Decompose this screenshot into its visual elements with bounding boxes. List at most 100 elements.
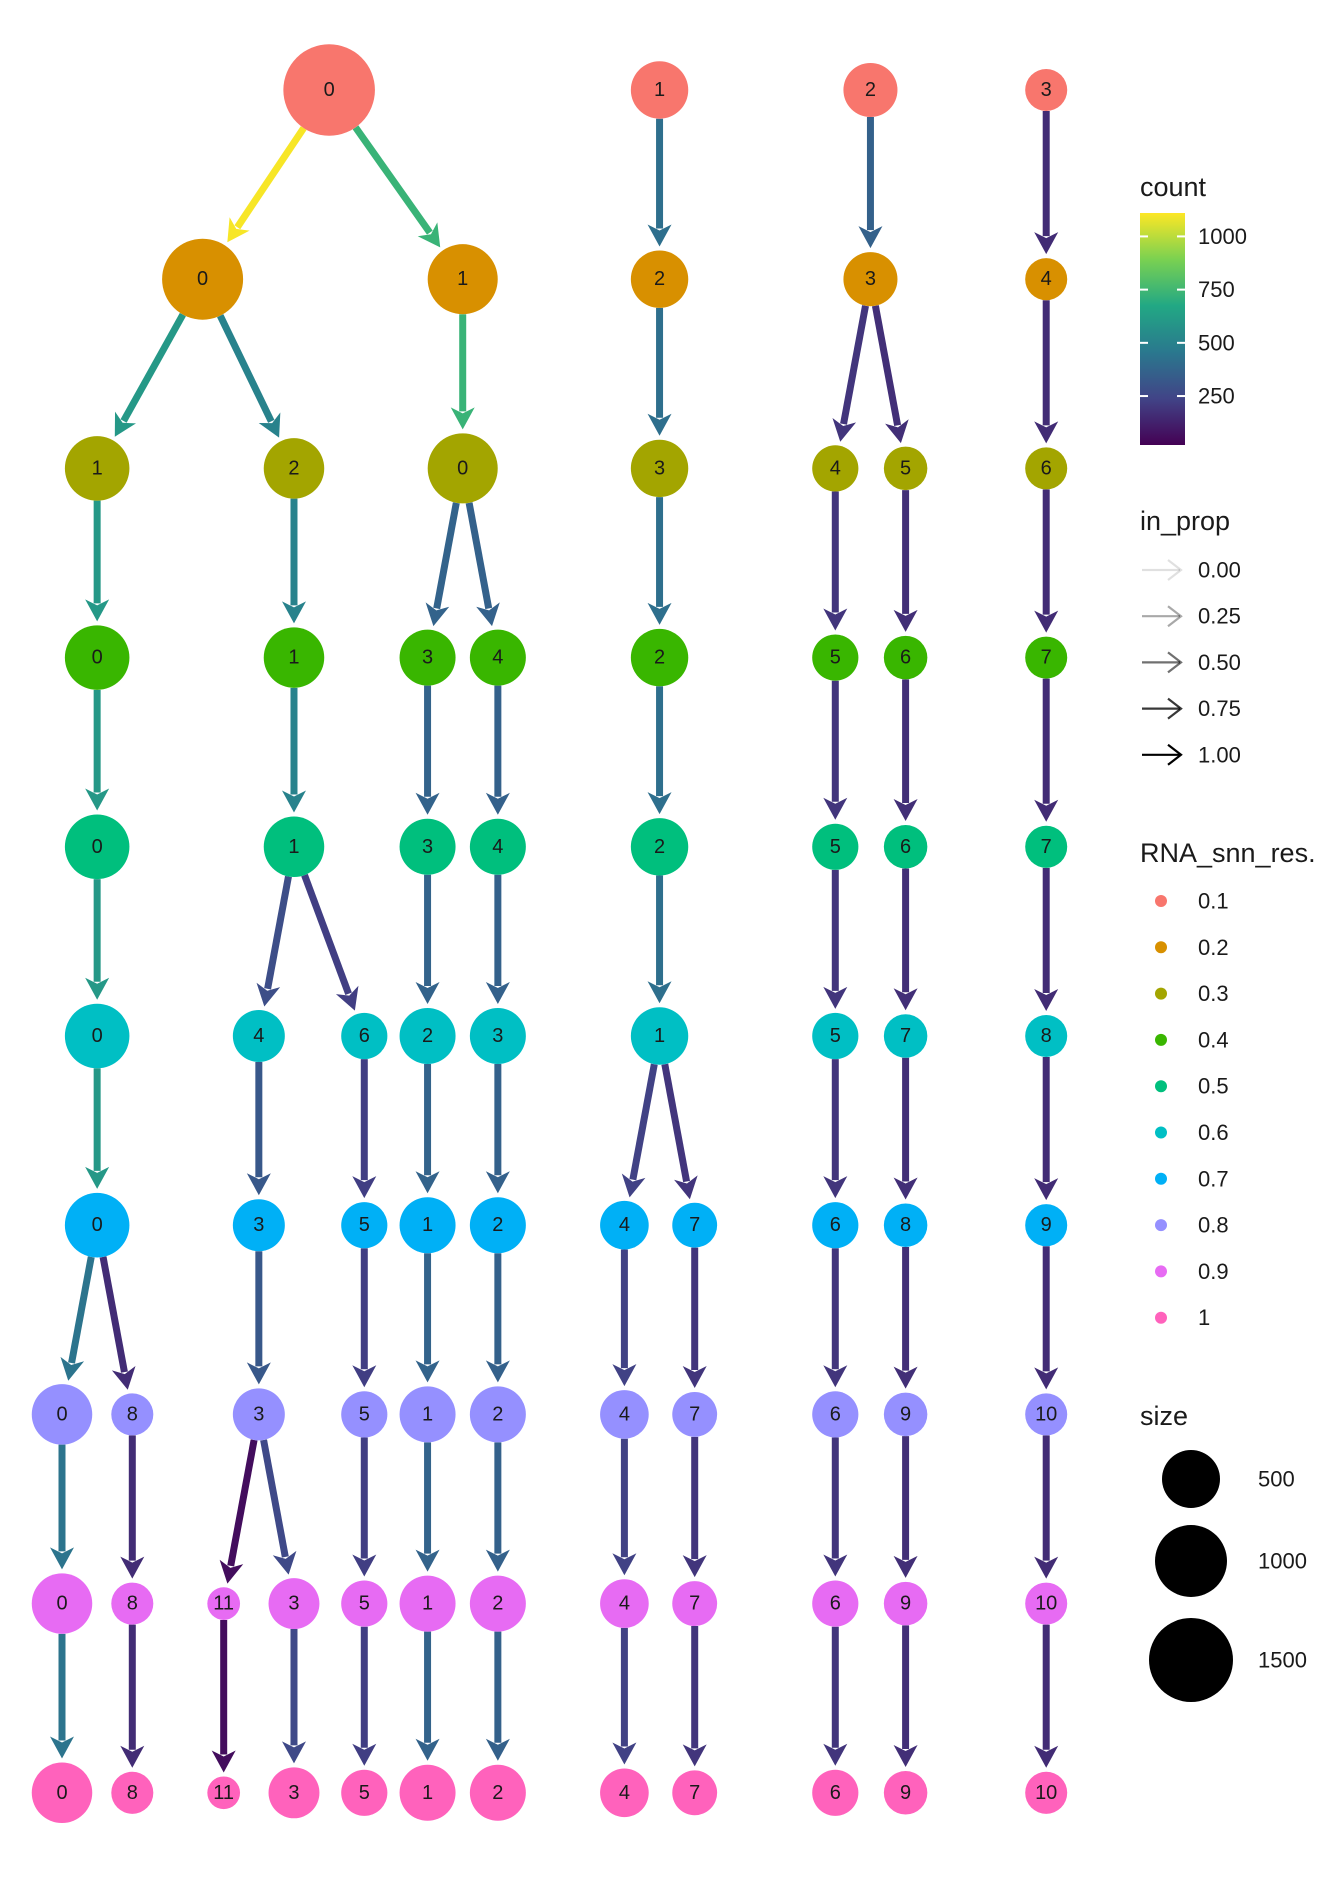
edge-arrowhead [281, 601, 306, 624]
cluster-node: 9 [883, 1581, 928, 1626]
cluster-node-circle [111, 1582, 154, 1625]
edge-r4c0-r5c0 [85, 879, 110, 1000]
cluster-node: 2 [630, 628, 689, 687]
cluster-node-circle [1025, 1771, 1068, 1814]
cluster-node-circle [469, 629, 526, 686]
edge-arrowhead [85, 788, 110, 811]
edge-r6c6-r7c7 [682, 1247, 707, 1388]
cluster-node-circle [341, 1580, 388, 1627]
cluster-node-label: 2 [865, 79, 876, 101]
cluster-node: 4 [600, 1768, 649, 1818]
cluster-node-circle [427, 433, 498, 504]
resolution-label: 0.8 [1198, 1213, 1229, 1238]
resolution-label: 0.1 [1198, 889, 1229, 914]
cluster-node: 2 [399, 1008, 456, 1064]
resolution-label: 1 [1198, 1305, 1210, 1330]
edge-arrowhead [415, 1549, 440, 1572]
edge-r6c0-r7c1 [99, 1256, 136, 1390]
cluster-node-label: 7 [900, 1025, 911, 1047]
edge-layer [50, 111, 1059, 1773]
in-prop-key: 0.75 [1142, 696, 1241, 721]
edge-arrowhead [50, 1736, 74, 1759]
cluster-node-circle [341, 1391, 388, 1438]
cluster-node-label: 4 [492, 836, 503, 858]
edge-arrowhead [893, 1745, 918, 1768]
edge-r3c1-r4c1 [281, 687, 306, 813]
cluster-node: 6 [812, 1202, 859, 1249]
cluster-node-circle [883, 635, 928, 680]
edge-arrowhead [352, 1365, 377, 1388]
cluster-node: 0 [31, 1573, 93, 1634]
cluster-node-circle [883, 1203, 928, 1247]
cluster-node-circle [469, 1008, 526, 1064]
cluster-node-label: 0 [92, 647, 103, 669]
cluster-node-circle [600, 1390, 649, 1439]
cluster-node-label: 11 [213, 1782, 234, 1804]
edge-r7c4-r8c5 [415, 1442, 440, 1572]
cluster-node: 4 [812, 445, 859, 492]
edge-r4c4-r5c5 [647, 875, 672, 1004]
cluster-node-label: 3 [422, 647, 433, 669]
cluster-node: 3 [630, 439, 689, 498]
cluster-node-label: 5 [830, 836, 841, 858]
cluster-node: 5 [341, 1769, 388, 1816]
cluster-node: 3 [268, 1767, 320, 1819]
edge-arrowhead [120, 1556, 145, 1579]
edge-line [661, 1063, 691, 1183]
cluster-node-label: 9 [1041, 1214, 1052, 1236]
edge-r5c5-r6c5 [621, 1063, 658, 1198]
edge-arrowhead [823, 797, 848, 820]
cluster-node: 10 [1025, 1582, 1068, 1625]
cluster-node-circle [883, 1014, 928, 1058]
cluster-node: 7 [672, 1770, 718, 1816]
cluster-node-circle [399, 629, 456, 686]
cluster-node: 2 [263, 438, 325, 499]
resolution-label: 0.4 [1198, 1027, 1229, 1052]
edge-r6c0-r7c0 [60, 1256, 95, 1381]
cluster-node-circle [283, 44, 375, 136]
edge-r7c9-r8c10 [893, 1436, 918, 1578]
cluster-node-label: 10 [1035, 1782, 1057, 1804]
edge-r6c7-r7c8 [823, 1248, 848, 1388]
cluster-node: 3 [843, 252, 898, 307]
edge-arrowhead [485, 1171, 510, 1194]
cluster-node-label: 8 [127, 1593, 138, 1615]
cluster-node-circle [843, 62, 898, 118]
in-prop-label: 0.50 [1198, 650, 1241, 675]
edge-arrowhead [1034, 799, 1059, 822]
edge-r0c0-r1c0 [227, 126, 307, 243]
cluster-node-label: 6 [830, 1782, 841, 1804]
cluster-node-label: 2 [654, 836, 665, 858]
edge-r3c5-r4c5 [823, 680, 848, 820]
edge-r6c9-r7c10 [1034, 1246, 1059, 1390]
cluster-node-label: 1 [422, 1403, 433, 1425]
cluster-node-circle [427, 244, 498, 315]
cluster-node: 9 [883, 1771, 928, 1815]
cluster-node: 5 [341, 1580, 388, 1627]
edge-r7c10-r8c11 [1034, 1435, 1059, 1579]
cluster-node-label: 6 [900, 836, 911, 858]
edge-r7c5-r8c6 [485, 1442, 510, 1572]
in-prop-label: 1.00 [1198, 742, 1241, 767]
edge-r1c0-r2c1 [217, 314, 281, 438]
edge-arrowhead [682, 1555, 707, 1578]
cluster-node-label: 6 [359, 1025, 370, 1047]
count-colorbar [1140, 213, 1185, 445]
edge-arrowhead [60, 1356, 85, 1381]
cluster-node-circle [812, 1202, 859, 1249]
cluster-node: 5 [341, 1202, 388, 1249]
resolution-swatch-icon [1155, 1311, 1167, 1324]
size-key: 500 [1162, 1450, 1295, 1508]
cluster-node-label: 0 [197, 268, 208, 290]
legend-count: count 1000 750 500 250 [1140, 172, 1247, 445]
edge-r2c2-r3c3 [465, 502, 500, 627]
resolution-label: 0.2 [1198, 935, 1229, 960]
edge-arrowhead [227, 217, 250, 243]
resolution-key: 0.5 [1155, 1074, 1229, 1099]
cluster-node-label: 7 [1041, 836, 1052, 858]
edge-r3c2-r4c2 [415, 685, 440, 815]
cluster-node-circle [672, 1391, 718, 1437]
edge-r6c5-r7c6 [612, 1249, 637, 1387]
resolution-swatch-icon [1155, 895, 1167, 907]
